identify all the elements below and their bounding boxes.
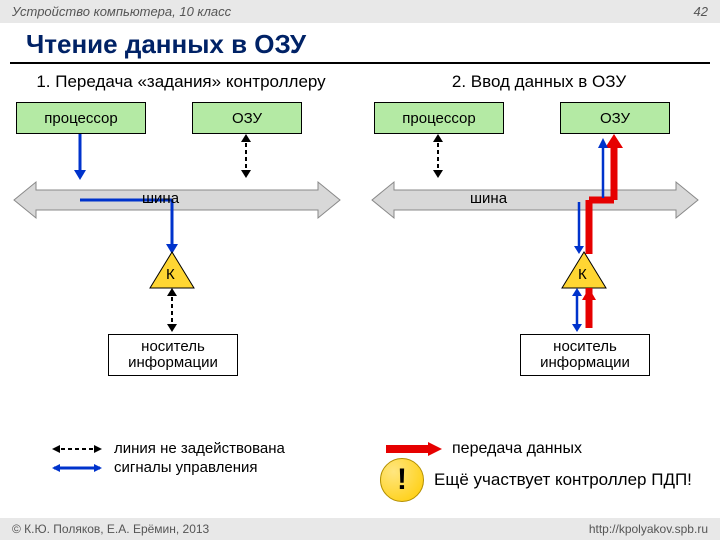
blue-line-icon xyxy=(50,461,104,475)
footer-right: http://kpolyakov.spb.ru xyxy=(589,522,708,536)
diagram-2: процессор ОЗУ xyxy=(370,102,708,392)
red-arrow-icon xyxy=(380,441,444,457)
header-page: 42 xyxy=(694,4,708,19)
column-2: 2. Ввод данных в ОЗУ процессор ОЗУ xyxy=(370,72,708,392)
transfer-label: передача данных xyxy=(452,440,582,458)
cpu-box-2: процессор xyxy=(374,102,504,134)
legend: линия не задействована сигналы управлени… xyxy=(50,438,285,478)
ctrl-label-2: К xyxy=(578,266,587,283)
column-1: 1. Передача «задания» контроллеру процес… xyxy=(12,72,350,392)
main-content: 1. Передача «задания» контроллеру процес… xyxy=(0,64,720,392)
diagram-1: процессор ОЗУ xyxy=(12,102,350,392)
subtitle-2: 2. Ввод данных в ОЗУ xyxy=(370,72,708,92)
legend-idle-text: линия не задействована xyxy=(114,440,285,457)
storage-box-2: носитель информации xyxy=(520,334,650,376)
dashed-line-icon xyxy=(50,442,104,456)
ctrl-label-1: К xyxy=(166,266,175,283)
footer-left: © К.Ю. Поляков, Е.А. Ерёмин, 2013 xyxy=(12,522,209,536)
slide-title: Чтение данных в ОЗУ xyxy=(10,23,710,64)
storage-box-1: носитель информации xyxy=(108,334,238,376)
slide-footer: © К.Ю. Поляков, Е.А. Ерёмин, 2013 http:/… xyxy=(0,518,720,540)
ram-box-2: ОЗУ xyxy=(560,102,670,134)
header-left: Устройство компьютера, 10 класс xyxy=(12,4,231,19)
legend-signals: сигналы управления xyxy=(50,459,285,476)
legend-idle: линия не задействована xyxy=(50,440,285,457)
legend-signals-text: сигналы управления xyxy=(114,459,258,476)
note-box: ! Ещё участвует контроллер ПДП! xyxy=(380,458,710,502)
bus-label-1: шина xyxy=(142,190,179,207)
subtitle-1: 1. Передача «задания» контроллеру xyxy=(12,72,350,92)
bus-label-2: шина xyxy=(470,190,507,207)
cpu-box-1: процессор xyxy=(16,102,146,134)
slide-header: Устройство компьютера, 10 класс 42 xyxy=(0,0,720,23)
ram-box-1: ОЗУ xyxy=(192,102,302,134)
note-area: передача данных ! Ещё участвует контролл… xyxy=(380,440,710,502)
transfer-legend: передача данных xyxy=(380,440,710,458)
note-text: Ещё участвует контроллер ПДП! xyxy=(434,470,692,490)
bang-icon: ! xyxy=(380,458,424,502)
